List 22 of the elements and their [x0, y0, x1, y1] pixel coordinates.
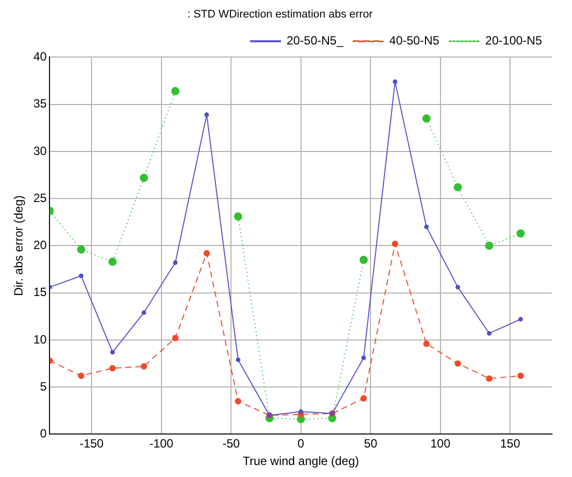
- x-axis-title: True wind angle (deg): [242, 454, 360, 468]
- x-tick-label: 50: [364, 436, 378, 451]
- y-tick-label: 5: [40, 379, 48, 394]
- chart-title: : STD WDirection estimation abs error: [187, 8, 373, 21]
- y-tick-label: 0: [40, 426, 48, 441]
- y-tick-label: 20: [33, 238, 48, 252]
- y-tick-label: 30: [33, 144, 48, 158]
- x-tick-label: 0: [298, 436, 305, 451]
- legend-label: 40-50-N5: [389, 34, 440, 48]
- x-tick-label: -100: [149, 436, 174, 451]
- y-tick-label: 15: [33, 285, 48, 300]
- y-tick-label: 10: [33, 332, 48, 346]
- y-tick-label: 35: [33, 96, 48, 111]
- y-axis-title: Dir. abs error (deg): [12, 195, 26, 296]
- x-tick-label: -150: [80, 436, 104, 451]
- legend-label: 20-100-N5: [485, 34, 542, 48]
- legend-label: 20-50-N5_: [286, 34, 344, 48]
- x-tick-label: 100: [430, 436, 451, 451]
- x-tick-label: -50: [222, 436, 240, 451]
- y-tick-label: 25: [33, 190, 48, 205]
- x-tick-label: 150: [500, 436, 520, 451]
- y-tick-label: 40: [33, 50, 48, 64]
